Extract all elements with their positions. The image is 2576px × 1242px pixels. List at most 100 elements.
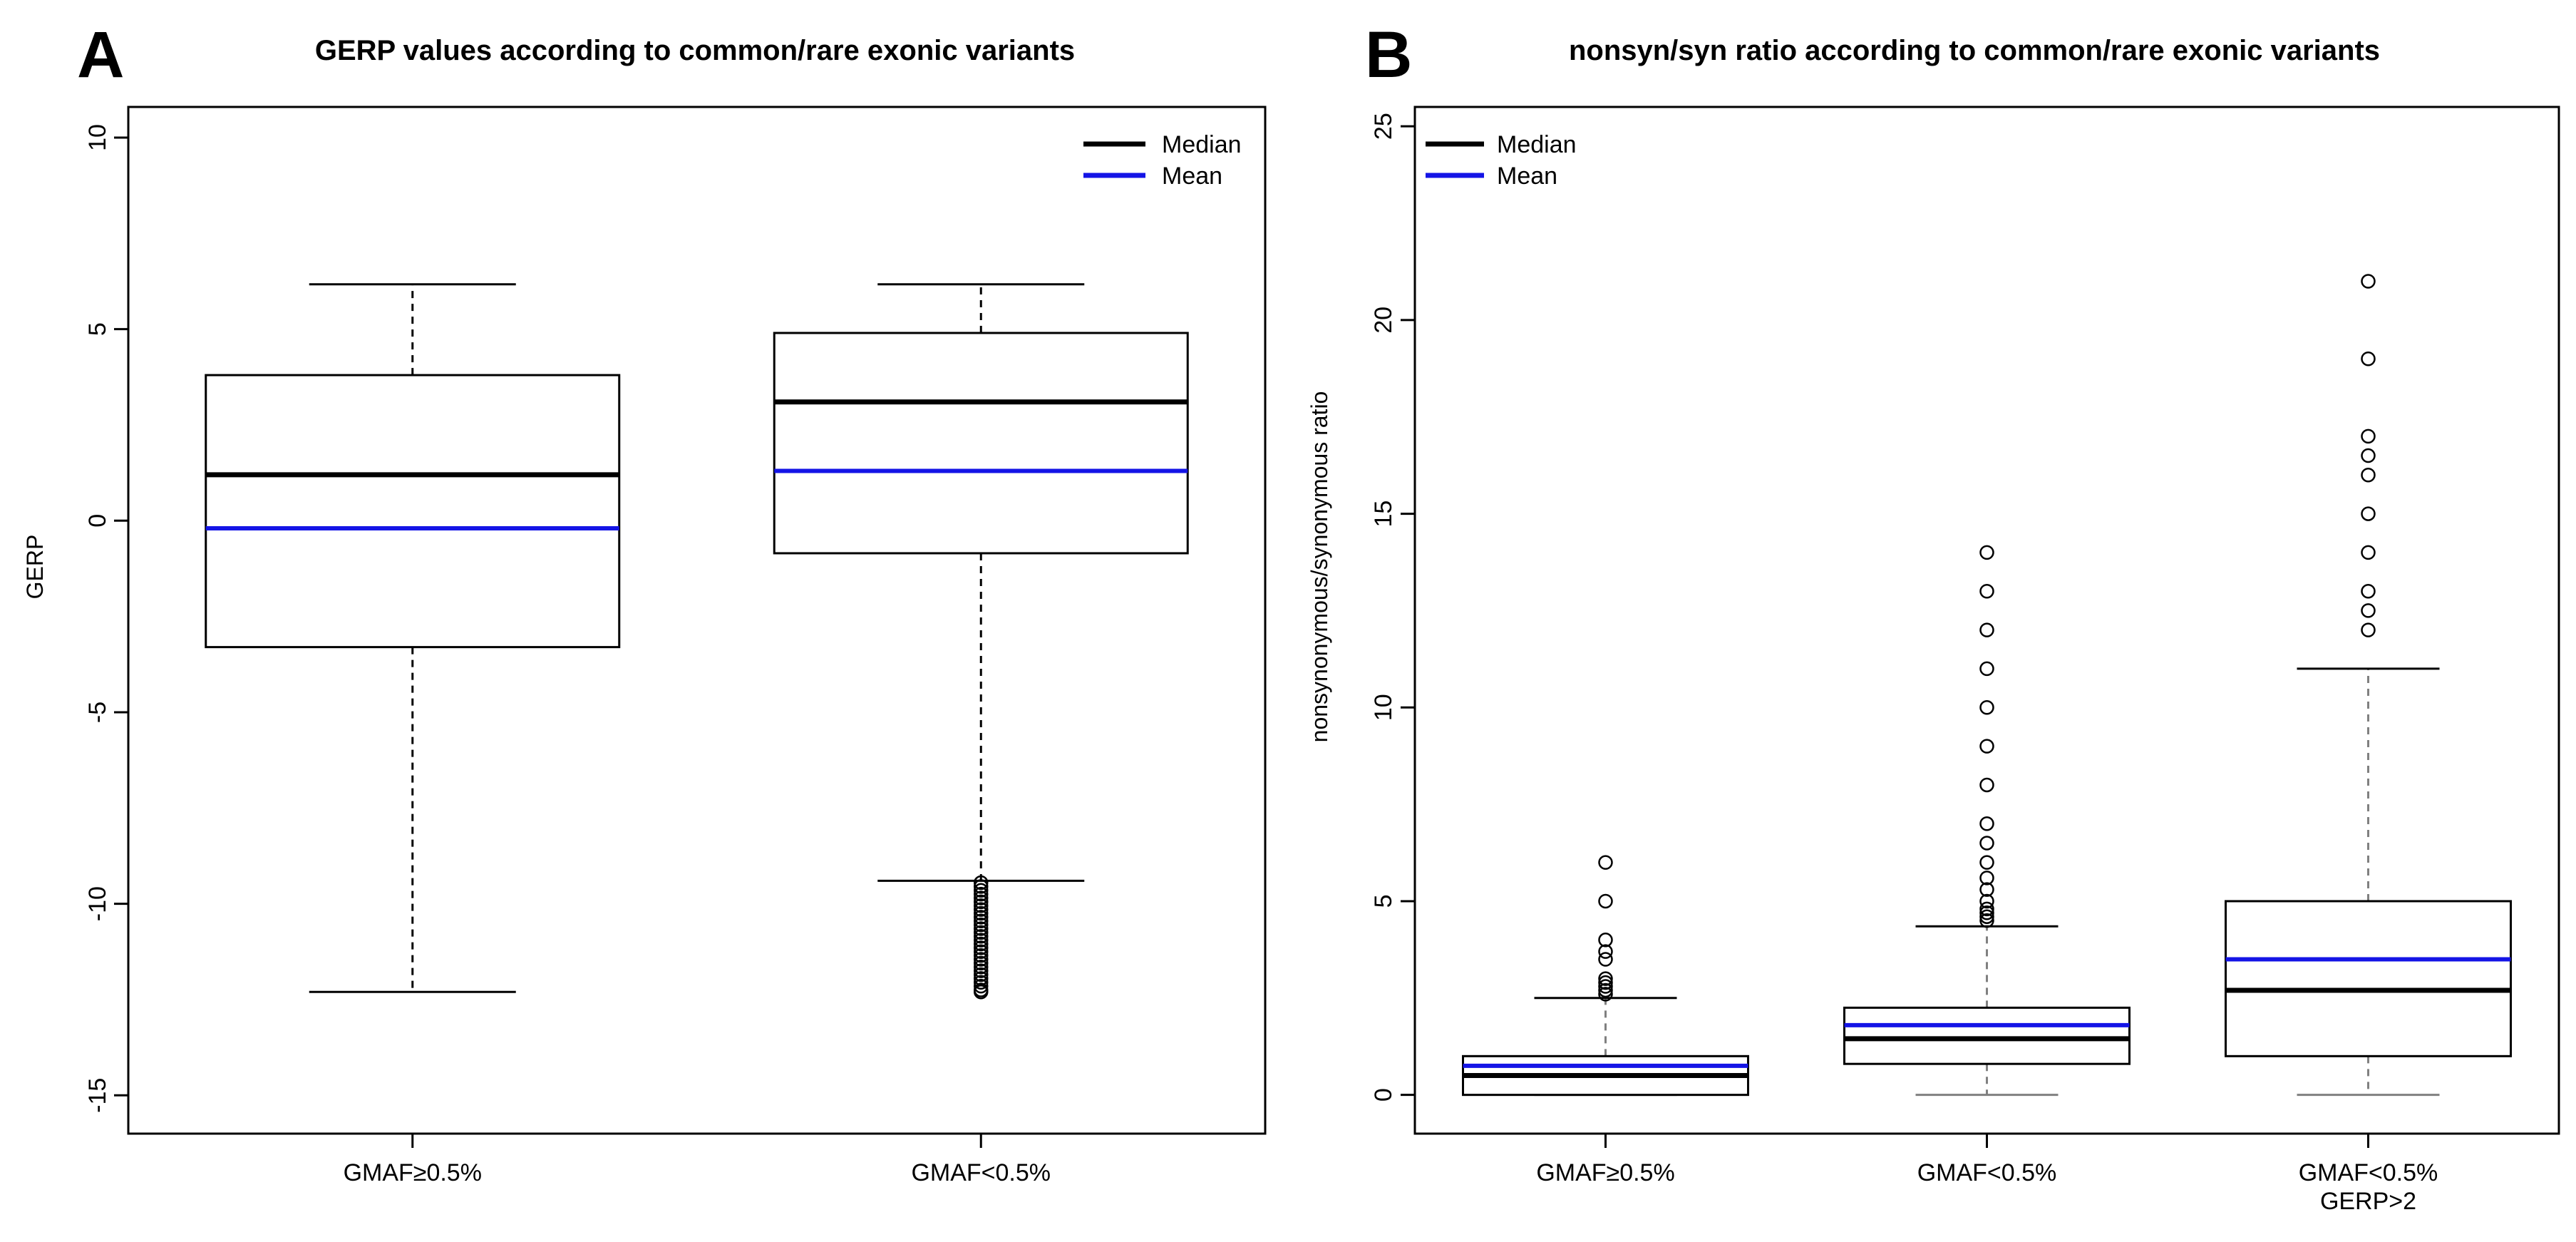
outlier-point — [2361, 583, 2376, 599]
outlier-point — [1598, 933, 1613, 948]
outlier-point — [974, 963, 989, 978]
outlier-point — [974, 875, 989, 891]
outlier-point — [1979, 661, 1994, 677]
outlier-point — [1979, 905, 1994, 920]
panel-a-y-axis-label: GERP — [22, 535, 48, 600]
x-category-label: GMAF<0.5% — [911, 1159, 1051, 1186]
outlier-point — [1979, 836, 1994, 851]
panel-b-title: nonsyn/syn ratio according to common/rar… — [1569, 35, 2380, 66]
plot-frame — [127, 106, 1267, 1135]
x-category-label: GERP>2 — [2320, 1188, 2416, 1215]
y-tick-label: -5 — [84, 702, 111, 723]
outlier-point — [974, 894, 989, 910]
outlier-point — [1598, 971, 1613, 986]
y-tick-label: 5 — [1370, 895, 1397, 908]
outlier-point — [1979, 700, 1994, 715]
outlier-point — [1979, 882, 1994, 897]
outlier-point — [2361, 467, 2376, 483]
outlier-point — [1598, 952, 1613, 967]
legend-mean-label: Mean — [1162, 163, 1222, 190]
x-category-label: GMAF≥0.5% — [1536, 1159, 1674, 1186]
outlier-point — [974, 913, 989, 929]
outlier-point — [974, 910, 989, 925]
y-tick-label: 5 — [84, 322, 111, 336]
outlier-point — [974, 933, 989, 948]
outlier-point — [1979, 909, 1994, 924]
outlier-point — [2361, 506, 2376, 521]
outlier-point — [1598, 855, 1613, 870]
outlier-point — [1979, 545, 1994, 560]
outlier-point — [1979, 913, 1994, 928]
outlier-point — [974, 902, 989, 917]
outlier-point — [974, 955, 989, 971]
outlier-point — [974, 960, 989, 975]
panel-b-letter: B — [1365, 19, 1412, 91]
box — [773, 332, 1189, 555]
outlier-point — [1598, 975, 1613, 990]
outlier-point — [974, 984, 989, 1000]
outlier-point — [2361, 603, 2376, 618]
legend-mean-label: Mean — [1497, 163, 1557, 190]
outlier-point — [974, 936, 989, 952]
outlier-point — [1979, 816, 1994, 831]
y-tick-label: 25 — [1370, 113, 1397, 140]
panel-a-plot-area: -15 -10 -5 0 5 10 GMAF≥0.5% GMAF<0.5% Median Mean — [84, 106, 1267, 1186]
outlier-point — [974, 886, 989, 902]
panel-a-letter: A — [77, 19, 124, 91]
outlier-point — [2361, 448, 2376, 463]
legend-median-label: Median — [1162, 131, 1242, 158]
outlier-point — [974, 975, 989, 990]
outlier-point — [974, 925, 989, 940]
outlier-point — [2361, 274, 2376, 289]
outlier-point — [1979, 622, 1994, 637]
outlier-point — [2361, 351, 2376, 366]
x-category-label: GMAF<0.5% — [1917, 1159, 2057, 1186]
outlier-point — [1598, 893, 1613, 909]
outlier-point — [974, 917, 989, 933]
legend-median-label: Median — [1497, 131, 1577, 158]
x-category-label: GMAF≥0.5% — [344, 1159, 482, 1186]
outlier-point — [974, 921, 989, 936]
outlier-point — [974, 952, 989, 967]
panel-a-title: GERP values according to common/rare exo… — [315, 35, 1075, 66]
outlier-point — [974, 891, 989, 905]
y-tick-label: -15 — [84, 1078, 111, 1113]
outlier-point — [1979, 777, 1994, 793]
y-tick-label: 20 — [1370, 307, 1397, 334]
y-tick-label: 0 — [1370, 1088, 1397, 1102]
y-tick-label: 0 — [84, 514, 111, 528]
outlier-point — [1979, 901, 1994, 917]
outlier-point — [974, 929, 989, 944]
outlier-point — [1979, 583, 1994, 599]
outlier-point — [974, 944, 989, 960]
y-tick-label: 10 — [84, 124, 111, 151]
y-tick-label: 15 — [1370, 501, 1397, 528]
y-tick-label: -10 — [84, 886, 111, 921]
outlier-point — [974, 940, 989, 955]
outlier-point — [974, 879, 989, 894]
outlier-point — [1598, 982, 1613, 998]
box — [205, 374, 621, 649]
box — [1843, 1006, 2131, 1065]
outlier-point — [974, 978, 989, 994]
panel-b-y-axis-label: nonsynonymous/synonymous ratio — [1307, 391, 1332, 743]
outlier-point — [1979, 739, 1994, 754]
outlier-point — [1979, 893, 1994, 909]
outlier-point — [974, 905, 989, 921]
outlier-point — [1598, 987, 1613, 1002]
outlier-point — [1979, 855, 1994, 870]
outlier-point — [974, 948, 989, 963]
outlier-point — [2361, 428, 2376, 444]
outlier-point — [974, 883, 989, 898]
outlier-point — [974, 967, 989, 982]
y-tick-label: 10 — [1370, 694, 1397, 721]
outlier-point — [2361, 622, 2376, 637]
panel-a: A GERP values according to common/rare e… — [22, 19, 1267, 1186]
outlier-point — [1598, 944, 1613, 959]
x-category-label: GMAF<0.5% — [2299, 1159, 2438, 1186]
outlier-point — [1979, 871, 1994, 886]
outlier-point — [974, 898, 989, 913]
box — [2225, 900, 2512, 1057]
